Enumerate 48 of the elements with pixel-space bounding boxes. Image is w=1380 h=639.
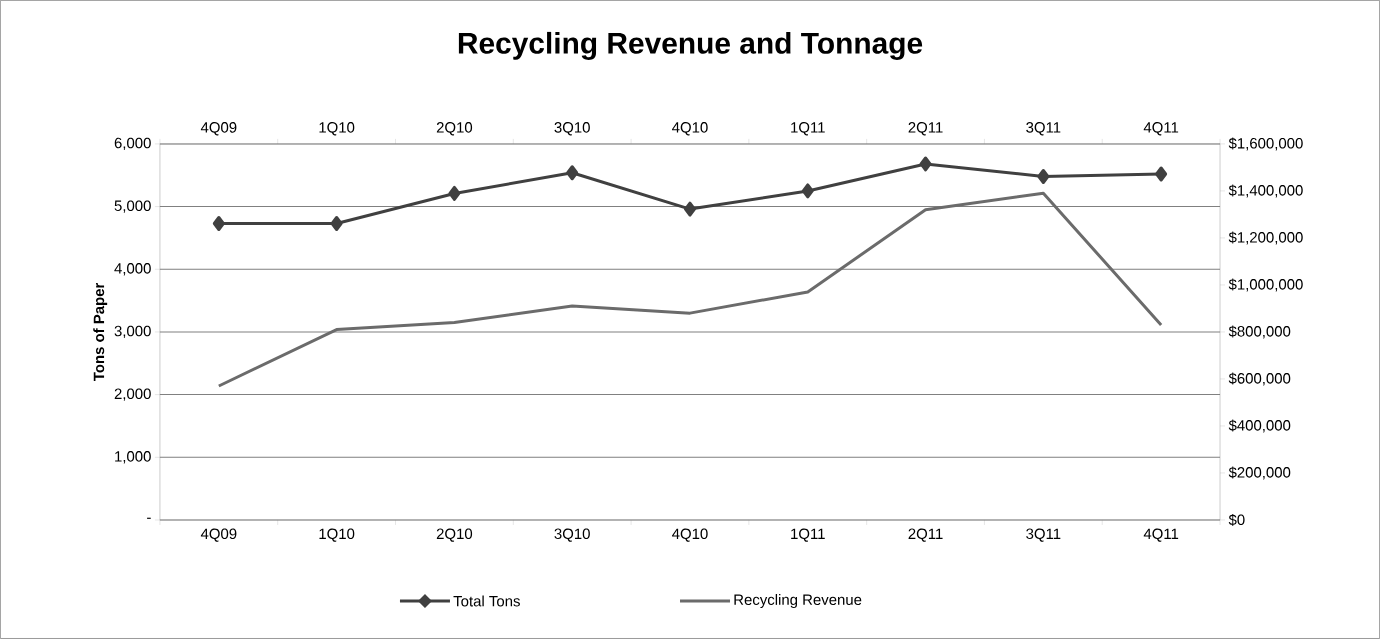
- point: [212, 216, 225, 232]
- x-tick-label: 3Q11: [1026, 122, 1061, 136]
- y-tick-label: 3,000: [114, 325, 151, 339]
- y-tick-label: 1,000: [115, 451, 151, 464]
- y2-tick-label: $800,000: [1228, 325, 1291, 339]
- category-label: 4Q09: [200, 528, 237, 542]
- y2-tick-label: $600,000: [1228, 372, 1291, 386]
- category-label: 3Q10: [554, 528, 590, 542]
- x-tick-label: 2Q10: [436, 122, 473, 136]
- category-label: 3Q11: [1026, 528, 1061, 542]
- y2-tick-label: $1,400,000: [1228, 184, 1303, 198]
- legend-label: Total Tons: [453, 595, 520, 607]
- x-tick-label: 4Q10: [672, 122, 708, 136]
- point: [566, 165, 579, 181]
- point: [330, 216, 343, 232]
- category-label: 4Q11: [1143, 528, 1179, 542]
- x-tick-label: 4Q11: [1143, 122, 1179, 136]
- category-label: 1Q10: [319, 528, 355, 542]
- y2-tick-label: $0: [1228, 513, 1245, 527]
- line-series: [217, 191, 1163, 388]
- y-tick-label: 6,000: [114, 137, 151, 151]
- category-label: 1Q11: [791, 528, 825, 542]
- y-tick-label: 2,000: [114, 388, 151, 401]
- x-tick-label: 3Q10: [554, 122, 590, 136]
- y-tick-label: 4,000: [114, 263, 151, 276]
- point: [1037, 169, 1050, 185]
- y2-tick-label: $1,600,000: [1228, 137, 1303, 151]
- chart-title: Recycling Revenue and Tonnage: [458, 31, 923, 60]
- y-axis-title: Tons of Paper: [93, 282, 108, 382]
- point: [683, 201, 696, 217]
- x-tick-label: 4Q09: [200, 122, 237, 136]
- y2-tick-label: $1,000,000: [1228, 278, 1303, 292]
- y-tick-label: -: [147, 517, 151, 519]
- y-tick-label: 5,000: [114, 200, 151, 213]
- point: [801, 183, 814, 199]
- category-label: 2Q10: [436, 528, 473, 542]
- x-tick-label: 1Q11: [791, 122, 825, 136]
- category-label: 4Q10: [672, 528, 708, 542]
- x-tick-label: 2Q11: [908, 122, 943, 136]
- point: [919, 156, 932, 172]
- x-tick-label: 1Q10: [319, 122, 355, 136]
- category-label: 2Q11: [908, 528, 943, 542]
- point: [1155, 166, 1168, 182]
- y2-tick-label: $400,000: [1228, 419, 1291, 433]
- point: [448, 185, 461, 201]
- y2-tick-label: $1,200,000: [1228, 231, 1303, 245]
- y2-tick-label: $200,000: [1228, 466, 1291, 480]
- legend-label: Recycling Revenue: [734, 594, 862, 608]
